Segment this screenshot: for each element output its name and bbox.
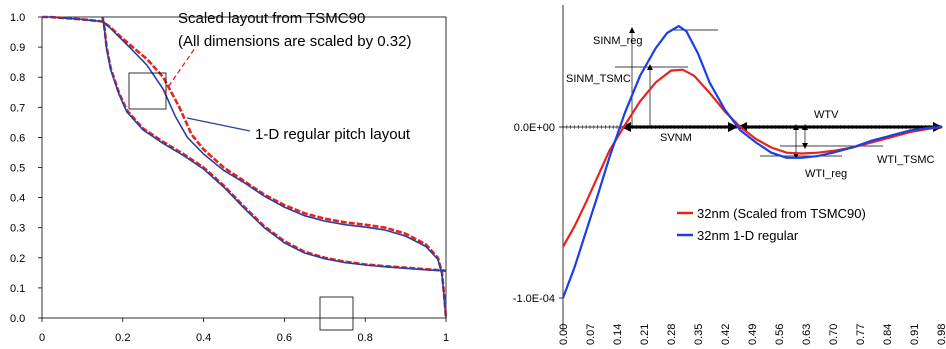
margin-guides xyxy=(615,27,883,159)
right-ticks: 0.0E+00 -1.0E-04 0.00 0.07 0.14 0.21 0.28 0.35 0… xyxy=(513,122,946,345)
highlight-box-lower xyxy=(319,296,354,331)
left-ticks: 0 0.2 0.4 0.6 0.8 1 0.0 0.1 0.2 0.3 0.4 0.5 0.6 0.7 0.… xyxy=(10,12,449,344)
y-tick-label: 0.3 xyxy=(10,223,25,235)
scaled-layout-label: Scaled layout from TSMC90 xyxy=(178,10,365,27)
right-x-tick-label: 0.70 xyxy=(828,324,840,345)
right-x-tick-label: 0.56 xyxy=(774,324,786,345)
svnm-label: SVNM xyxy=(660,132,692,144)
y-tick-label: 0.0 xyxy=(10,313,25,325)
regular-1d-curve xyxy=(561,24,942,299)
y-tick-label: 0.6 xyxy=(10,132,25,144)
y-tick-label: 0.7 xyxy=(10,102,25,114)
right-y-tick-label: 0.0E+00 xyxy=(514,122,555,134)
y-tick-label: 1.0 xyxy=(10,12,25,24)
right-x-tick-label: 0.63 xyxy=(801,324,813,345)
y-tick-label: 0.1 xyxy=(10,283,25,295)
regular-pitch-curve-1 xyxy=(42,16,447,319)
left-plot-frame xyxy=(41,16,447,319)
sinm-reg-label: SINM_reg xyxy=(593,35,643,47)
right-chart: 0.0E+00 -1.0E-04 0.00 0.07 0.14 0.21 0.28 0.35 0… xyxy=(513,5,946,345)
right-axes xyxy=(562,5,941,330)
y-tick-label: 0.5 xyxy=(10,163,25,175)
x-tick-label: 0.4 xyxy=(196,332,211,344)
legend-label-regular: 32nm 1-D regular xyxy=(697,228,799,243)
right-y-tick-label: -1.0E-04 xyxy=(513,293,555,305)
highlight-box-upper xyxy=(128,72,167,110)
right-x-tick-label: 0.28 xyxy=(666,324,678,345)
right-x-tick-label: 0.35 xyxy=(693,324,705,345)
right-x-tick-label: 0.49 xyxy=(747,324,759,345)
right-x-tick-label: 0.91 xyxy=(909,324,921,345)
regular-pitch-curve-2 xyxy=(101,16,447,272)
right-x-tick-label: 0.84 xyxy=(882,324,894,345)
x-tick-label: 0.2 xyxy=(115,332,130,344)
x-tick-label: 0 xyxy=(39,332,45,344)
legend: 32nm (Scaled from TSMC90) 32nm 1-D regul… xyxy=(677,206,866,243)
regular-pitch-label: 1-D regular pitch layout xyxy=(255,126,411,143)
right-x-tick-label: 0.07 xyxy=(585,324,597,345)
right-x-tick-label: 0.98 xyxy=(936,324,946,345)
wti-tsmc-label: WTI_TSMC xyxy=(877,154,934,166)
scaled-layout-leader xyxy=(163,47,196,94)
right-x-tick-label: 0.21 xyxy=(639,324,651,345)
scaled-layout-sublabel: (All dimensions are scaled by 0.32) xyxy=(178,33,411,50)
left-curves xyxy=(42,15,448,319)
right-curves xyxy=(561,24,942,299)
x-tick-label: 1 xyxy=(443,332,449,344)
left-chart: 0 0.2 0.4 0.6 0.8 1 0.0 0.1 0.2 0.3 0.4 0.5 0.6 0.7 0.… xyxy=(10,10,449,344)
regular-pitch-leader xyxy=(186,117,251,132)
left-axes xyxy=(41,16,447,319)
right-x-tick-label: 0.77 xyxy=(855,324,867,345)
y-tick-label: 0.9 xyxy=(10,42,25,54)
x-tick-label: 0.6 xyxy=(277,332,292,344)
x-tick-label: 0.8 xyxy=(358,332,373,344)
scaled-layout-curve-1 xyxy=(42,15,448,319)
right-x-tick-label: 0.14 xyxy=(612,324,624,345)
y-tick-label: 0.2 xyxy=(10,253,25,265)
right-x-tick-label: 0.00 xyxy=(558,324,570,345)
wti-reg-label: WTI_reg xyxy=(805,168,847,180)
legend-label-scaled: 32nm (Scaled from TSMC90) xyxy=(697,206,866,221)
sinm-tsmc-label: SINM_TSMC xyxy=(566,73,631,85)
right-x-tick-label: 0.42 xyxy=(720,324,732,345)
wtv-label: WTV xyxy=(814,109,839,121)
y-tick-label: 0.8 xyxy=(10,72,25,84)
y-tick-label: 0.4 xyxy=(10,193,25,205)
